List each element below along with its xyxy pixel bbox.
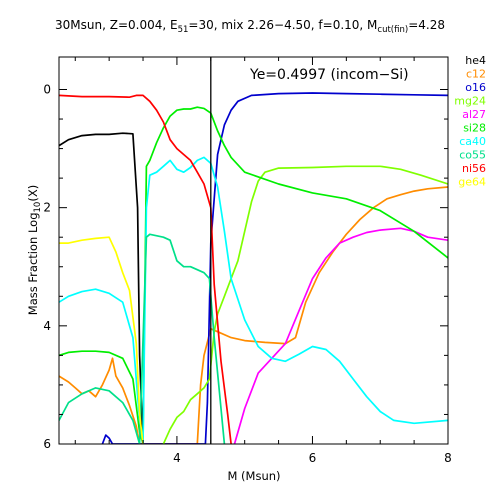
chart-title-e-subscript: 51	[178, 25, 189, 35]
series-line-co55	[59, 233, 226, 444]
series-line-mg24	[162, 165, 448, 444]
legend-item-ni56: ni56	[462, 162, 486, 175]
tick-layer: 4 6 8 0 2 4 6	[43, 57, 452, 465]
legend-item-si28: si28	[463, 122, 486, 135]
chart-title-part1: 30Msun, Z=0.004, E	[55, 18, 178, 32]
chart-title-part3: =4.28	[408, 18, 445, 32]
y-tick-label: 0	[43, 82, 51, 96]
y-axis-label-main: Mass Fraction Log	[26, 212, 40, 315]
chart-title-m-subscript: cut(fin)	[377, 25, 408, 35]
legend-item-al27: al27	[462, 108, 486, 121]
legend-item-ge64: ge64	[458, 176, 486, 189]
series-line-o16	[101, 92, 448, 444]
series-line-ni56	[59, 94, 232, 444]
x-tick-label: 6	[309, 451, 317, 465]
y-axis-label-end: (X)	[26, 185, 40, 202]
legend-item-mg24: mg24	[454, 95, 486, 108]
y-axis-label-subscript: 10	[33, 202, 43, 213]
legend-item-co55: co55	[459, 149, 486, 162]
plot-frame	[58, 56, 449, 445]
series-line-ca40	[59, 156, 448, 444]
chart-title-part2: =30, mix 2.26−4.50, f=0.10, M	[188, 18, 377, 32]
series-line-si28	[59, 106, 448, 444]
x-tick-label: 8	[444, 451, 452, 465]
legend-item-c12: c12	[466, 68, 486, 81]
series-line-al27	[233, 227, 448, 444]
legend-item-he4: he4	[465, 54, 486, 67]
y-axis-label: Mass Fraction Log10(X)	[26, 185, 43, 315]
y-tick-label: 4	[43, 319, 51, 333]
legend-item-ca40: ca40	[459, 135, 486, 148]
y-tick-label: 2	[43, 201, 51, 215]
chart-title: 30Msun, Z=0.004, E51=30, mix 2.26−4.50, …	[55, 18, 445, 35]
y-tick-label: 6	[43, 437, 51, 451]
x-axis-label: M (Msun)	[227, 469, 280, 483]
series-line-he4	[59, 132, 144, 444]
series-line-ge64	[59, 236, 144, 444]
annotation-ye: Ye=0.4997 (incom−Si)	[249, 67, 409, 83]
x-tick-label: 4	[173, 451, 181, 465]
legend-item-o16: o16	[465, 81, 486, 94]
